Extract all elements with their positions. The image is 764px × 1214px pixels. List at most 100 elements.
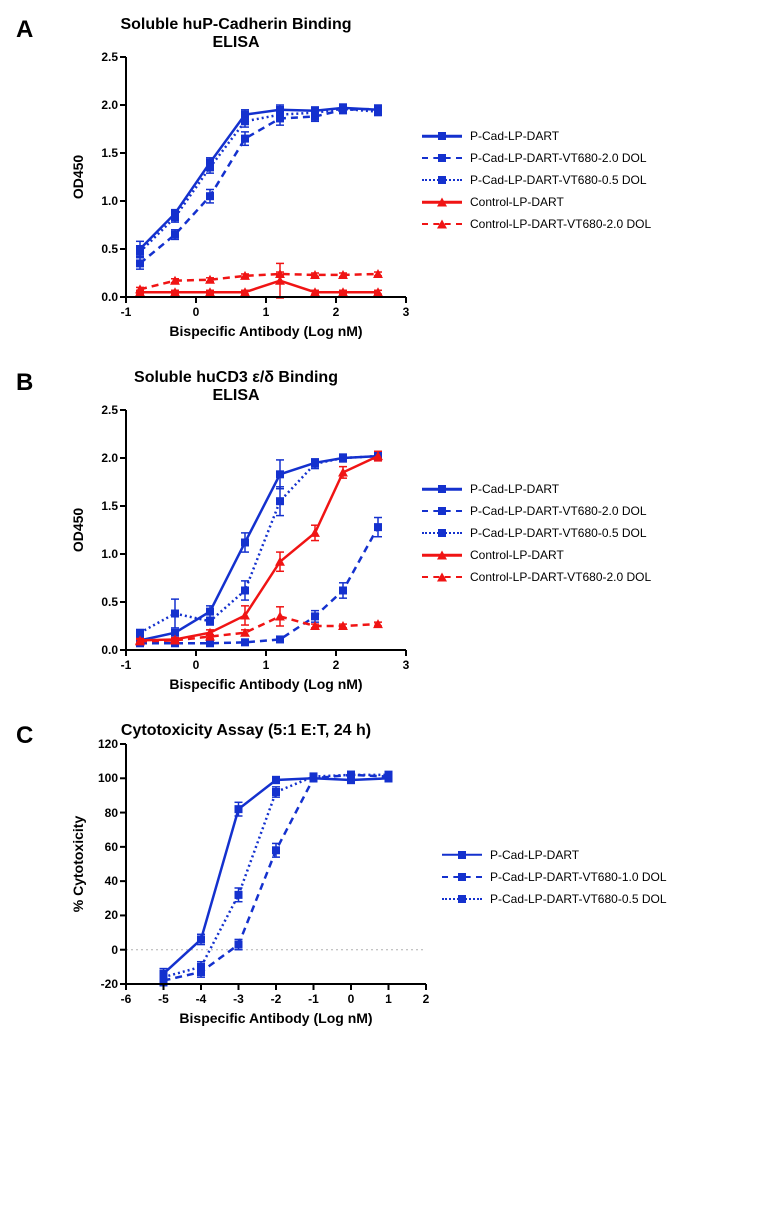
y-tick-label: 80	[105, 806, 118, 820]
legend-label: P-Cad-LP-DART-VT680-0.5 DOL	[490, 888, 667, 910]
legend-label: P-Cad-LP-DART-VT680-2.0 DOL	[470, 147, 647, 169]
marker-triangle	[310, 527, 320, 536]
x-tick-label: -4	[196, 992, 207, 1006]
chart-svg	[126, 744, 426, 984]
marker-square	[311, 459, 319, 467]
panel-letter-a: A	[16, 16, 33, 44]
y-tick-label: 0.0	[101, 643, 118, 657]
panel-letter-c: C	[16, 722, 33, 750]
marker-square	[311, 612, 319, 620]
marker-square	[339, 586, 347, 594]
y-tick-label: 0	[111, 943, 118, 957]
y-axis-title: % Cytotoxicity	[70, 816, 86, 912]
x-tick-label: -6	[121, 992, 132, 1006]
legend-label: Control-LP-DART-VT680-2.0 DOL	[470, 566, 651, 588]
y-tick-label: 2.5	[101, 403, 118, 417]
legend-label: P-Cad-LP-DART	[470, 478, 559, 500]
x-tick-label: 0	[193, 305, 200, 319]
marker-square	[197, 935, 205, 943]
chart-svg	[126, 410, 406, 650]
legend-item-pcad-dot-05: P-Cad-LP-DART-VT680-0.5 DOL	[422, 169, 651, 191]
legend-label: P-Cad-LP-DART	[470, 125, 559, 147]
marker-square	[241, 638, 249, 646]
marker-square	[276, 470, 284, 478]
marker-square	[339, 454, 347, 462]
panel-a-legend: P-Cad-LP-DARTP-Cad-LP-DART-VT680-2.0 DOL…	[422, 125, 651, 235]
y-tick-label: 2.0	[101, 98, 118, 112]
marker-triangle	[275, 611, 285, 620]
panel-a-title-line-2: ELISA	[212, 34, 259, 51]
marker-square	[241, 538, 249, 546]
legend-item-pcad-dash-1: P-Cad-LP-DART-VT680-1.0 DOL	[442, 866, 667, 888]
legend-item-pcad-dot-05: P-Cad-LP-DART-VT680-0.5 DOL	[422, 522, 651, 544]
marker-square	[241, 117, 249, 125]
marker-square	[206, 617, 214, 625]
panel-a-title: Soluble huP-Cadherin Binding ELISA	[66, 16, 406, 53]
axes	[126, 57, 406, 297]
legend-item-ctrl-solid: Control-LP-DART	[422, 544, 651, 566]
marker-square	[276, 635, 284, 643]
marker-square	[171, 230, 179, 238]
panel-a-inner: Soluble huP-Cadherin Binding ELISA -1012…	[66, 16, 748, 345]
legend-item-ctrl-solid: Control-LP-DART	[422, 191, 651, 213]
x-tick-label: 2	[333, 305, 340, 319]
panel-c: C Cytotoxicity Assay (5:1 E:T, 24 h) -6-…	[16, 722, 748, 1032]
panel-b-title-line-1: Soluble huCD3 ε/δ Binding	[134, 369, 338, 386]
marker-square	[276, 497, 284, 505]
panel-a-plot: -101230.00.51.01.52.02.5Bispecific Antib…	[126, 57, 406, 297]
panel-b-plot: -101230.00.51.01.52.02.5Bispecific Antib…	[126, 410, 406, 650]
y-tick-label: 1.0	[101, 547, 118, 561]
marker-square	[347, 771, 355, 779]
panel-c-title-line-1: Cytotoxicity Assay (5:1 E:T, 24 h)	[121, 722, 371, 739]
marker-square	[276, 110, 284, 118]
x-tick-label: -1	[121, 305, 132, 319]
panel-c-plot: -6-5-4-3-2-1012-20020406080100120Bispeci…	[126, 744, 426, 984]
marker-square	[206, 163, 214, 171]
series-line-pcad-solid	[140, 108, 378, 249]
marker-square	[160, 973, 168, 981]
y-tick-label: 1.5	[101, 146, 118, 160]
x-tick-label: -1	[308, 992, 319, 1006]
legend-label: P-Cad-LP-DART-VT680-0.5 DOL	[470, 522, 647, 544]
x-tick-label: 1	[263, 305, 270, 319]
x-tick-label: 2	[333, 658, 340, 672]
marker-triangle	[373, 619, 383, 628]
y-tick-label: 100	[98, 771, 118, 785]
y-tick-label: -20	[101, 977, 118, 991]
y-tick-label: 1.5	[101, 499, 118, 513]
chart-svg	[126, 57, 406, 297]
figure-multipanel: A Soluble huP-Cadherin Binding ELISA -10…	[16, 16, 748, 1032]
marker-square	[272, 776, 280, 784]
legend-item-pcad-dash-2: P-Cad-LP-DART-VT680-2.0 DOL	[422, 500, 651, 522]
x-tick-label: -1	[121, 658, 132, 672]
x-tick-label: 0	[193, 658, 200, 672]
panel-a-chart-area: Soluble huP-Cadherin Binding ELISA -1012…	[66, 16, 406, 345]
legend-label: Control-LP-DART	[470, 544, 564, 566]
marker-square	[235, 805, 243, 813]
marker-square	[311, 108, 319, 116]
marker-square	[206, 192, 214, 200]
marker-square	[241, 586, 249, 594]
legend-item-pcad-solid: P-Cad-LP-DART	[422, 125, 651, 147]
marker-square	[235, 941, 243, 949]
legend-label: P-Cad-LP-DART	[490, 844, 579, 866]
legend-label: Control-LP-DART-VT680-2.0 DOL	[470, 213, 651, 235]
marker-square	[235, 891, 243, 899]
panel-a-title-line-1: Soluble huP-Cadherin Binding	[120, 16, 351, 33]
panel-b-title-line-2: ELISA	[212, 387, 259, 404]
y-tick-label: 2.0	[101, 451, 118, 465]
x-tick-label: 2	[423, 992, 430, 1006]
x-tick-label: 0	[348, 992, 355, 1006]
panel-b-inner: Soluble huCD3 ε/δ Binding ELISA -101230.…	[66, 369, 748, 698]
x-axis-title: Bispecific Antibody (Log nM)	[169, 323, 362, 339]
marker-square	[206, 607, 214, 615]
x-tick-label: -3	[233, 992, 244, 1006]
y-axis-title: OD450	[70, 155, 86, 199]
panel-c-title: Cytotoxicity Assay (5:1 E:T, 24 h)	[66, 722, 426, 740]
marker-square	[171, 213, 179, 221]
y-tick-label: 0.5	[101, 242, 118, 256]
legend-label: P-Cad-LP-DART-VT680-0.5 DOL	[470, 169, 647, 191]
x-tick-label: -5	[158, 992, 169, 1006]
x-tick-label: 1	[385, 992, 392, 1006]
legend-item-pcad-solid: P-Cad-LP-DART	[422, 478, 651, 500]
